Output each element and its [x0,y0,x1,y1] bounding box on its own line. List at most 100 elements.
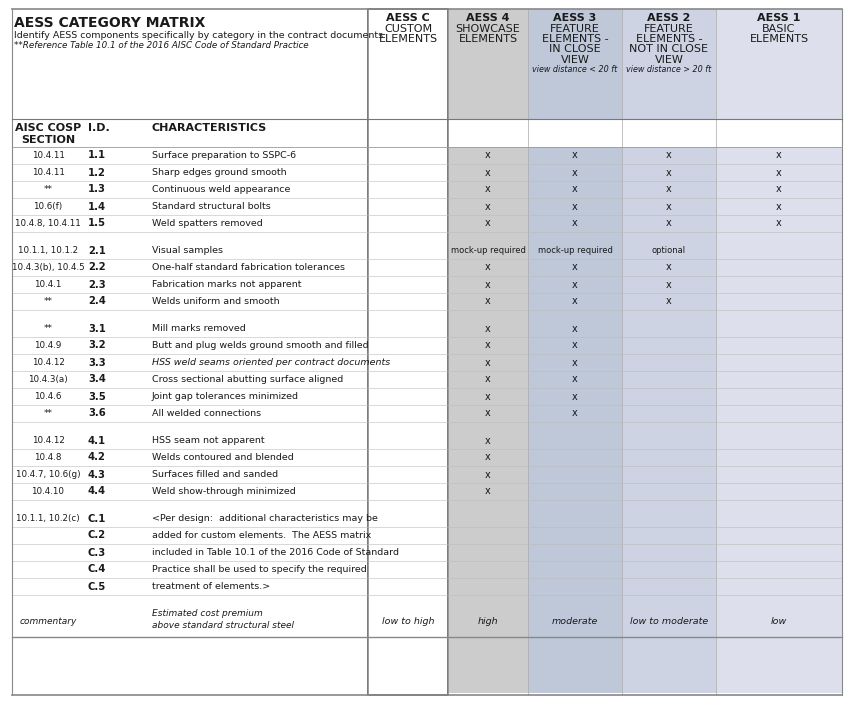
Text: x: x [572,150,578,160]
Text: view distance < 20 ft: view distance < 20 ft [532,65,618,74]
Text: x: x [485,486,490,496]
Text: x: x [572,167,578,177]
Text: moderate: moderate [552,617,598,625]
Text: commentary: commentary [20,617,76,625]
Text: C.2: C.2 [88,530,106,540]
Text: 10.4.8: 10.4.8 [34,453,62,462]
Text: low to high: low to high [382,617,434,625]
Text: AESS 1: AESS 1 [757,13,801,23]
Text: x: x [666,167,672,177]
Text: 10.1.1, 10.2(c): 10.1.1, 10.2(c) [16,514,80,523]
Text: x: x [666,296,672,306]
Text: x: x [485,262,490,272]
Text: Continuous weld appearance: Continuous weld appearance [152,185,291,194]
Text: 10.4.3(b), 10.4.5: 10.4.3(b), 10.4.5 [12,263,84,272]
Text: 1.2: 1.2 [88,167,106,177]
Text: x: x [485,391,490,401]
Text: 10.4.9: 10.4.9 [34,341,62,350]
Text: **: ** [43,324,53,333]
Text: x: x [485,167,490,177]
Text: x: x [666,218,672,228]
Text: 1.3: 1.3 [88,184,106,194]
Text: x: x [485,150,490,160]
Text: x: x [776,218,782,228]
Text: Visual samples: Visual samples [152,246,223,255]
Text: added for custom elements.  The AESS matrix: added for custom elements. The AESS matr… [152,531,371,540]
Text: x: x [776,167,782,177]
Text: Joint gap tolerances minimized: Joint gap tolerances minimized [152,392,299,401]
Text: ELEMENTS -: ELEMENTS - [541,34,609,44]
Text: AESS 4: AESS 4 [467,13,510,23]
Text: x: x [572,279,578,289]
Text: x: x [572,218,578,228]
Text: **: ** [43,409,53,418]
Text: x: x [485,296,490,306]
Text: x: x [485,452,490,462]
Text: 10.1.1, 10.1.2: 10.1.1, 10.1.2 [18,246,78,255]
Text: x: x [572,323,578,333]
Text: NOT IN CLOSE: NOT IN CLOSE [630,45,709,55]
Text: 3.2: 3.2 [88,340,105,350]
Text: C.5: C.5 [88,581,106,591]
Text: C.3: C.3 [88,547,106,557]
Text: x: x [485,184,490,194]
Text: x: x [666,150,672,160]
Bar [368,9,448,695]
Text: low: low [771,617,787,625]
Bar [448,9,528,119]
Text: Weld show-through minimized: Weld show-through minimized [152,487,296,496]
Text: 1.4: 1.4 [88,201,106,211]
Text: 10.4.8, 10.4.11: 10.4.8, 10.4.11 [15,219,81,228]
Text: x: x [485,201,490,211]
Text: x: x [485,323,490,333]
Text: Weld spatters removed: Weld spatters removed [152,219,263,228]
Text: x: x [572,357,578,367]
Text: 4.4: 4.4 [88,486,106,496]
Text: 4.3: 4.3 [88,469,106,479]
Text: Surfaces filled and sanded: Surfaces filled and sanded [152,470,278,479]
Text: ELEMENTS: ELEMENTS [750,34,808,44]
Text: x: x [485,374,490,384]
Text: Cross sectional abutting surface aligned: Cross sectional abutting surface aligned [152,375,343,384]
Text: x: x [485,340,490,350]
Text: Estimated cost premium
above standard structural steel: Estimated cost premium above standard st… [152,609,294,630]
Text: **: ** [43,297,53,306]
Text: x: x [572,374,578,384]
Bar [716,9,842,119]
Bar [448,147,528,693]
Text: **: ** [43,185,53,194]
Bar [368,147,448,693]
Text: 3.3: 3.3 [88,357,105,367]
Text: 10.6(f): 10.6(f) [33,202,63,211]
Text: x: x [572,296,578,306]
Text: treatment of elements.>: treatment of elements.> [152,582,270,591]
Text: ELEMENTS -: ELEMENTS - [636,34,702,44]
Bar [368,9,448,119]
Text: high: high [478,617,498,625]
Text: 1.5: 1.5 [88,218,106,228]
Text: C.4: C.4 [88,564,106,574]
Text: x: x [485,435,490,445]
Text: x: x [666,184,672,194]
Text: 3.1: 3.1 [88,323,106,333]
Text: 10.4.12: 10.4.12 [31,436,65,445]
Text: VIEW: VIEW [560,55,589,65]
Text: <Per design:  additional characteristics may be: <Per design: additional characteristics … [152,514,378,523]
Text: C.1: C.1 [88,513,106,523]
Text: 3.5: 3.5 [88,391,105,401]
Text: optional: optional [652,246,686,255]
Text: FEATURE: FEATURE [644,23,694,33]
Text: I.D.: I.D. [88,123,110,133]
Bar [528,9,622,119]
Text: One-half standard fabrication tolerances: One-half standard fabrication tolerances [152,263,345,272]
Text: 2.4: 2.4 [88,296,106,306]
Text: x: x [666,201,672,211]
Text: x: x [485,408,490,418]
Text: 2.2: 2.2 [88,262,105,272]
Text: x: x [666,279,672,289]
Text: 10.4.1: 10.4.1 [34,280,62,289]
Text: 10.4.10: 10.4.10 [31,487,65,496]
Text: x: x [572,340,578,350]
Text: x: x [572,391,578,401]
Text: x: x [485,357,490,367]
